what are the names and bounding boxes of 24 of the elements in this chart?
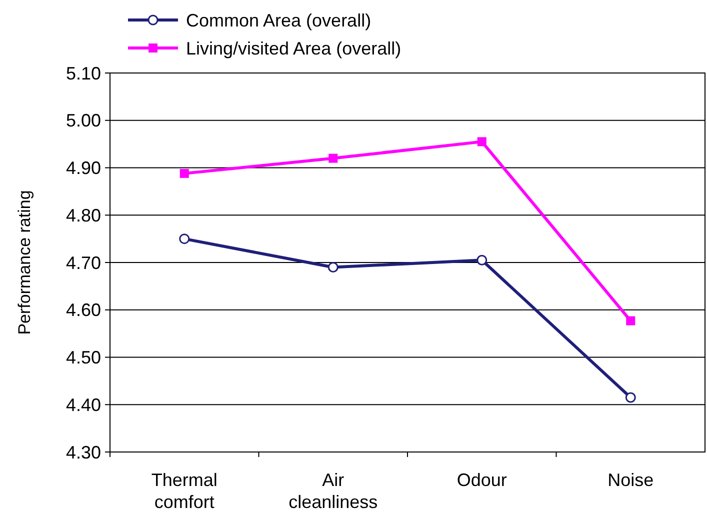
- y-tick-label: 4.50: [66, 348, 101, 368]
- y-tick-label: 4.60: [66, 300, 101, 320]
- y-axis-title: Performance rating: [15, 190, 34, 335]
- y-tick-label: 4.80: [66, 205, 101, 226]
- y-tick-label: 5.00: [66, 110, 101, 131]
- point: [179, 234, 190, 244]
- x-tick-label: Air cleanliness: [288, 470, 378, 512]
- x-tick-label: Noise: [608, 470, 654, 490]
- y-tick-label: 4.40: [66, 394, 101, 415]
- point: [477, 137, 486, 146]
- y-tick-label: 4.90: [66, 158, 101, 178]
- point: [180, 168, 189, 178]
- x-tick-label: Thermal comfort: [151, 470, 218, 512]
- point: [328, 154, 338, 163]
- point: [476, 254, 488, 266]
- point: [328, 262, 338, 272]
- legend-label: Living/visited Area (overall): [186, 38, 402, 58]
- legend-label: Common Area (overall): [186, 10, 372, 30]
- y-tick-label: 4.30: [66, 442, 101, 462]
- point: [626, 316, 636, 326]
- y-tick-label: 4.70: [66, 252, 101, 273]
- point: [625, 392, 636, 403]
- y-tick-label: 5.10: [66, 63, 101, 84]
- x-tick-label: Odour: [456, 470, 507, 490]
